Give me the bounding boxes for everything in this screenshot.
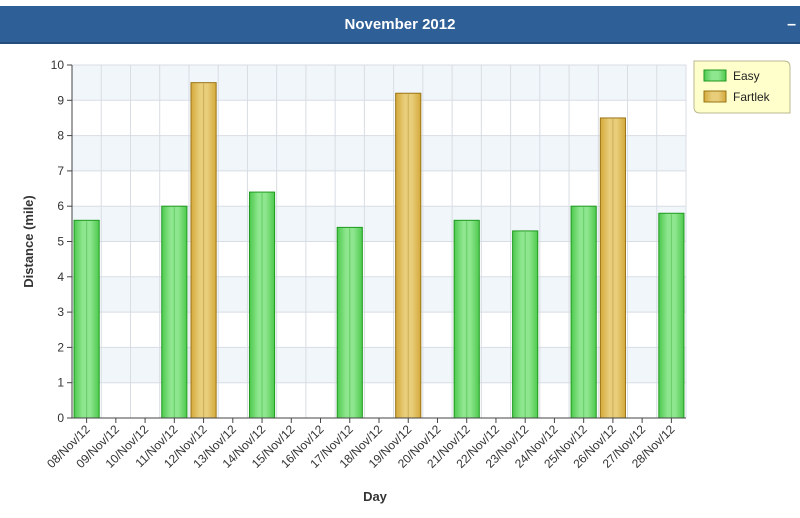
y-tick-label: 10 bbox=[51, 58, 65, 72]
bar-easy-14/Nov/12[interactable] bbox=[248, 191, 276, 419]
legend-label-fartlek: Fartlek bbox=[733, 90, 771, 104]
bar-easy-23/Nov/12[interactable] bbox=[512, 230, 539, 419]
legend-swatch-fartlek bbox=[703, 90, 727, 103]
plot-band bbox=[72, 65, 686, 101]
y-tick-label: 2 bbox=[57, 340, 64, 354]
y-tick-label: 7 bbox=[57, 164, 64, 178]
x-axis-label: Day bbox=[363, 489, 388, 504]
legend-swatch-easy bbox=[703, 69, 727, 82]
y-tick-label: 6 bbox=[57, 199, 64, 213]
bar-easy-11/Nov/12[interactable] bbox=[161, 205, 188, 419]
y-tick-label: 0 bbox=[57, 411, 64, 425]
y-axis-label: Distance (mile) bbox=[21, 195, 36, 287]
y-tick-label: 5 bbox=[57, 235, 64, 249]
collapse-button[interactable]: – bbox=[787, 16, 796, 33]
axes bbox=[67, 64, 686, 423]
legend-label-easy: Easy bbox=[733, 69, 760, 83]
y-tick-label: 3 bbox=[57, 305, 64, 319]
y-tick-labels: 0 1 2 3 4 5 6 7 8 9 10 bbox=[51, 58, 65, 425]
x-tick-labels: 08/Nov/1209/Nov/1210/Nov/1211/Nov/1212/N… bbox=[44, 422, 678, 471]
chart-title: November 2012 bbox=[344, 16, 456, 33]
plot-band bbox=[72, 135, 686, 171]
y-tick-label: 9 bbox=[57, 93, 64, 107]
legend: Easy Fartlek bbox=[693, 60, 791, 114]
bar-fartlek-26/Nov/12[interactable] bbox=[599, 117, 626, 419]
bar-easy-28/Nov/12[interactable] bbox=[658, 212, 685, 419]
bar-easy-21/Nov/12[interactable] bbox=[453, 219, 480, 419]
chart-header: November 2012 – bbox=[0, 6, 800, 44]
y-tick-label: 8 bbox=[57, 129, 64, 143]
bar-easy-17/Nov/12[interactable] bbox=[336, 226, 363, 419]
y-tick-label: 4 bbox=[57, 270, 64, 284]
y-tick-label: 1 bbox=[57, 376, 64, 390]
bar-easy-25/Nov/12[interactable] bbox=[570, 205, 597, 419]
bar-easy-08/Nov/12[interactable] bbox=[73, 219, 100, 419]
